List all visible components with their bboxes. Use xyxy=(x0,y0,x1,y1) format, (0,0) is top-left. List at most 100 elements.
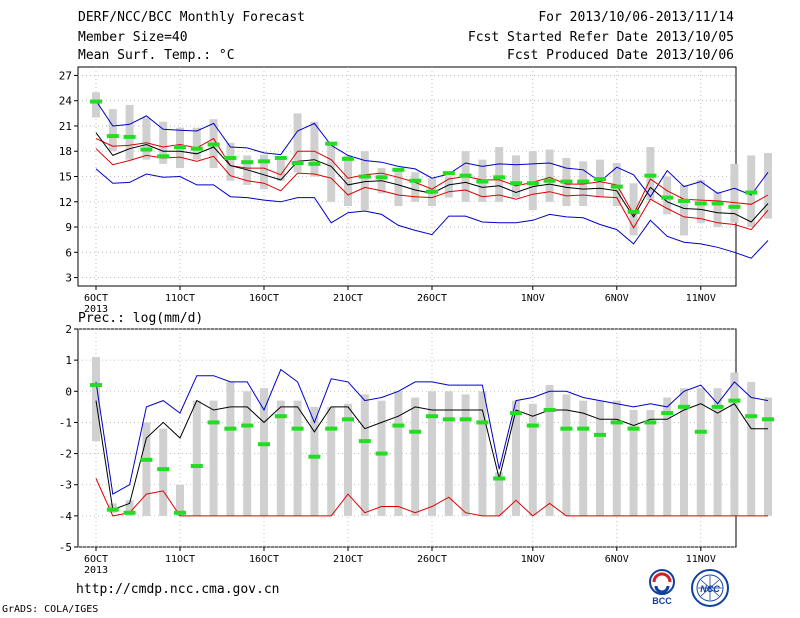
prec-obs-marker xyxy=(140,457,153,462)
svg-text:BCC: BCC xyxy=(652,596,672,606)
prec-range-bar xyxy=(192,400,201,516)
source-url[interactable]: http://cmdp.ncc.cma.gov.cn xyxy=(76,582,280,597)
prec-obs-marker xyxy=(392,423,405,428)
temp-range-bar xyxy=(646,147,655,201)
temp-ytick-label: 12 xyxy=(59,196,72,209)
prec-ytick-label: -2 xyxy=(59,448,72,461)
temp-obs-marker xyxy=(694,201,707,206)
prec-range-bar xyxy=(344,403,352,516)
prec-obs-marker xyxy=(157,467,170,472)
temp-range-bar xyxy=(545,149,554,202)
prec-range-bar xyxy=(663,397,672,516)
temp-ytick-label: 15 xyxy=(59,171,72,184)
prec-obs-marker xyxy=(90,383,102,388)
prec-obs-marker xyxy=(493,476,506,481)
prec-ensemble-mean-line xyxy=(95,399,768,511)
prec-range-bar xyxy=(444,391,453,516)
temp-obs-marker xyxy=(745,190,758,195)
temp-range-bar xyxy=(713,191,722,228)
temp-obs-marker xyxy=(459,173,472,178)
prec-obs-marker xyxy=(442,417,455,422)
temp-range-bar xyxy=(444,176,453,198)
temp-range-bar xyxy=(108,109,117,152)
temp-range-bar xyxy=(92,92,100,118)
temp-obs-marker xyxy=(258,159,270,164)
temp-range-bar xyxy=(327,142,336,202)
prec-range-bar xyxy=(243,391,252,516)
temp-range-bar xyxy=(495,147,504,202)
temp-ytick-label: 24 xyxy=(59,95,73,108)
prec-range-bar xyxy=(747,381,756,516)
temp-obs-marker xyxy=(190,146,203,151)
temp-obs-marker xyxy=(426,189,438,194)
temp-obs-marker xyxy=(543,178,556,183)
prec-obs-marker xyxy=(526,423,539,428)
prec-range-bar xyxy=(680,388,688,516)
temp-obs-marker xyxy=(325,141,338,146)
prec-ytick-label: -4 xyxy=(59,510,73,523)
temp-ytick-label: 27 xyxy=(59,69,72,82)
prec-obs-marker xyxy=(224,426,237,431)
prec-xtick-label: 16OCT xyxy=(249,554,279,565)
temp-xtick-label: 26OCT xyxy=(417,293,447,304)
prec-obs-marker xyxy=(274,414,287,419)
prec-obs-marker xyxy=(510,411,522,416)
prec-range-bar xyxy=(764,397,772,516)
prec-range-bar xyxy=(495,472,504,516)
prec-obs-marker xyxy=(594,432,606,437)
prec-obs-marker xyxy=(627,426,640,431)
prec-obs-marker xyxy=(426,414,438,419)
prec-obs-marker xyxy=(241,423,254,428)
temp-obs-marker xyxy=(207,142,220,147)
temp-range-bar xyxy=(629,183,638,236)
temp-ytick-label: 21 xyxy=(59,120,72,133)
prec-min-line xyxy=(95,478,768,517)
prec-xtick-label: 6OCT xyxy=(84,554,108,565)
temp-obs-marker xyxy=(493,175,506,180)
temp-year-label: 2013 xyxy=(84,304,108,315)
temp-max-line xyxy=(95,100,769,198)
prec-xtick-label: 11OCT xyxy=(165,554,195,565)
prec-obs-marker xyxy=(694,429,707,434)
prec-obs-marker xyxy=(577,426,590,431)
temp-obs-marker xyxy=(476,179,489,184)
prec-range-bar xyxy=(411,397,420,516)
prec-range-bar xyxy=(461,394,470,516)
temp-min-line xyxy=(95,168,769,259)
temp-obs-marker xyxy=(594,177,606,182)
prec-obs-marker xyxy=(409,429,422,434)
prec-range-bar xyxy=(629,409,638,516)
temp-range-bar xyxy=(730,163,739,223)
temp-obs-marker xyxy=(627,209,640,214)
temp-range-bar xyxy=(226,142,235,181)
prec-obs-marker xyxy=(123,510,136,515)
temp-obs-marker xyxy=(409,178,422,183)
prec-range-bar xyxy=(360,394,369,516)
prec-range-bar xyxy=(276,400,285,516)
forecast-started-date: Fcst Started Refer Date 2013/10/05 xyxy=(467,30,734,45)
temp-obs-marker xyxy=(241,160,254,165)
temp-range-bar xyxy=(360,151,369,211)
prec-obs-marker xyxy=(745,414,758,419)
prec-range-bar xyxy=(377,400,386,516)
variable-label-temp: Mean Surf. Temp.: °C xyxy=(78,48,235,63)
temp-obs-marker xyxy=(610,184,623,189)
prec-obs-marker xyxy=(258,442,270,447)
temp-range-bar xyxy=(696,179,705,223)
prec-obs-marker xyxy=(174,510,186,515)
temp-range-bar xyxy=(260,154,268,190)
temp-obs-marker xyxy=(358,174,371,179)
prec-range-bar xyxy=(696,388,705,516)
prec-obs-marker xyxy=(106,507,119,512)
temp-range-bar xyxy=(192,127,201,160)
prec-range-bar xyxy=(428,391,436,516)
prec-range-bar xyxy=(209,400,218,516)
temp-ytick-label: 6 xyxy=(65,246,72,259)
temp-obs-marker xyxy=(90,99,102,104)
prec-range-bar xyxy=(176,484,184,516)
ncc-logo: NCC xyxy=(691,569,729,607)
temp-obs-marker xyxy=(678,198,690,203)
prec-obs-marker xyxy=(190,464,203,469)
prec-obs-marker xyxy=(342,417,354,422)
prec-range-bar xyxy=(293,400,302,516)
